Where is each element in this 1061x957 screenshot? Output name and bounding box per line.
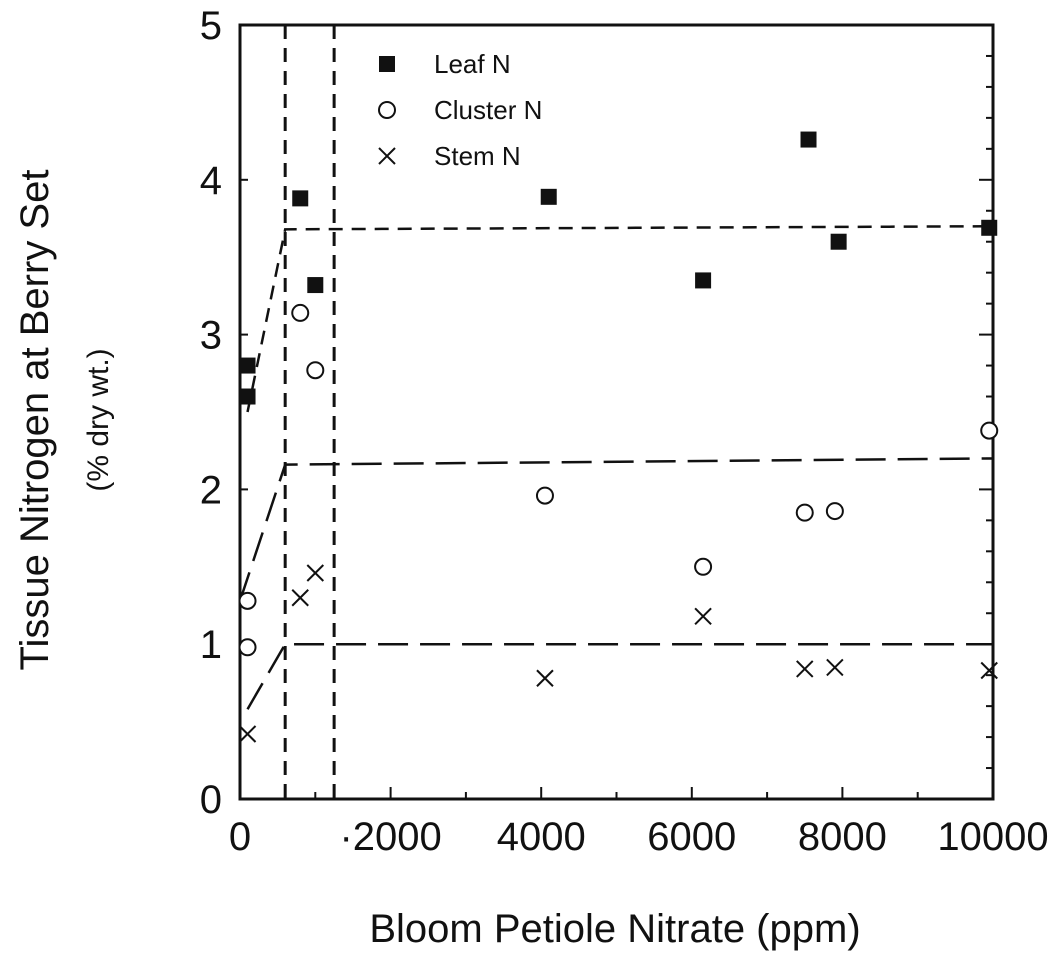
leaf-n-point [981,219,998,236]
leaf-n-point [695,272,712,289]
x-marker-stroke [796,660,814,678]
fit-line [246,224,994,413]
y-axis-subtitle: (% dry wt.) [82,348,115,491]
y-tick-label: 1 [200,623,222,667]
legend-marker [378,147,396,165]
x-tick-label: ·2000 [339,815,441,859]
fit-line [246,642,993,710]
leaf-n-point [830,233,847,250]
x-marker-stroke [536,669,554,687]
leaf-n-point [307,277,324,294]
stem-n-point [306,564,325,582]
stem-n-point [536,669,554,687]
legend-label: Stem N [434,141,521,171]
stem-n-point [826,658,844,677]
plot-frame [238,23,995,801]
x-tick-label: 6000 [647,815,736,859]
cluster-n-point [535,486,554,505]
leaf-n-point [800,131,817,148]
x-axis-title: Bloom Petiole Nitrate (ppm) [369,907,860,951]
legend: Leaf N Cluster N Stem N [378,49,542,171]
x-tick-label: 10000 [937,815,1048,859]
fit-lines [238,224,994,710]
legend-marker [378,101,396,119]
cluster-n-point [306,361,325,380]
leaf-n-point [292,190,309,207]
stem-n-point [980,661,998,680]
y-tick-label: 5 [200,4,222,48]
y-tick-label: 3 [200,314,222,358]
axes [238,23,995,801]
x-marker-stroke [980,661,998,680]
y-tick-label: 0 [200,778,222,822]
cluster-n-point [238,591,257,610]
cluster-n-point [238,638,257,657]
tick-labels: 0 ·2000 4000 6000 8000 10000 0 1 2 3 4 5 [200,4,1049,859]
legend-marker [379,56,395,72]
x-marker-stroke [306,564,325,582]
reference-lines [283,25,336,799]
x-marker-stroke [826,658,844,677]
x-tick-label: 8000 [798,815,887,859]
cluster-n-point [694,557,713,576]
stem-n-point [694,607,712,626]
x-marker-stroke [378,147,396,165]
stem-n-point [291,589,309,607]
cluster-n-point [825,502,844,521]
fit-line [238,457,994,602]
x-tick-label: 0 [229,815,251,859]
data-points [238,131,999,743]
cluster-n-point [291,303,310,322]
x-marker-stroke [694,607,712,626]
x-tick-label: 4000 [497,815,586,859]
legend-label: Leaf N [434,49,511,79]
x-marker-stroke [238,725,257,743]
legend-label: Cluster N [434,95,542,125]
tick-marks [239,24,994,800]
stem-n-point [796,660,814,678]
y-axis-title: Tissue Nitrogen at Berry Set [13,170,57,671]
x-marker-stroke [291,589,309,607]
stem-n-point [238,725,257,743]
leaf-n-point [239,357,256,374]
y-tick-label: 2 [200,468,222,512]
cluster-n-point [795,503,814,522]
cluster-n-point [980,421,999,440]
leaf-n-point [239,388,256,405]
leaf-n-point [540,188,557,205]
y-tick-label: 4 [200,159,222,203]
